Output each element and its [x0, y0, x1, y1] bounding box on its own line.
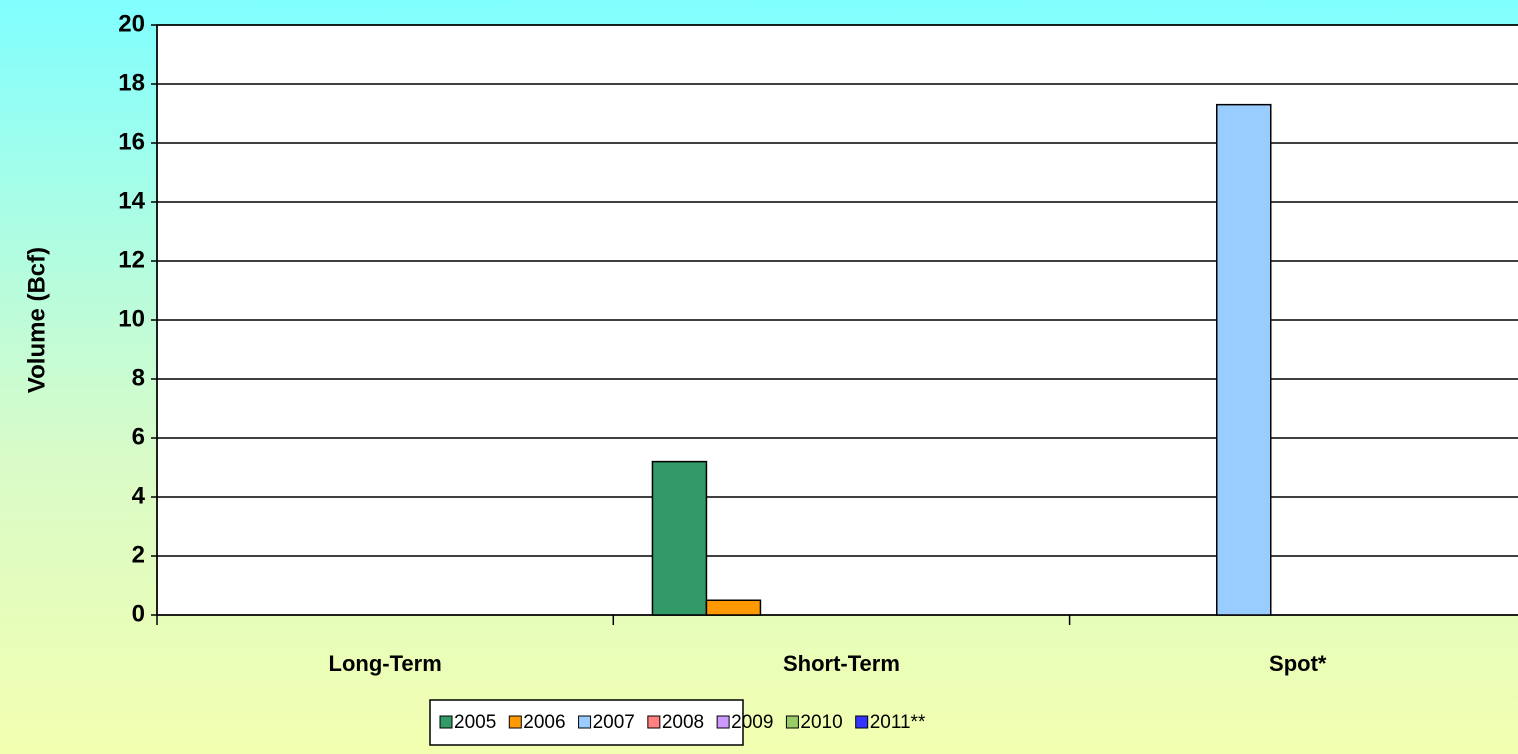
- x-tick-label: Spot*: [1269, 651, 1327, 676]
- legend-swatch: [578, 715, 592, 729]
- y-tick-label: 12: [118, 246, 145, 273]
- y-tick-label: 6: [132, 423, 145, 450]
- y-tick-label: 10: [118, 305, 145, 332]
- x-tick-label: Short-Term: [783, 651, 900, 676]
- y-tick-label: 2: [132, 541, 145, 568]
- y-tick-label: 14: [118, 187, 145, 214]
- y-tick-label: 20: [118, 10, 145, 37]
- legend-swatch: [647, 715, 661, 729]
- bar: [1216, 103, 1272, 616]
- y-tick-label: 16: [118, 128, 145, 155]
- legend-swatch: [855, 715, 869, 729]
- y-tick-label: 4: [132, 482, 146, 509]
- bar: [651, 460, 708, 616]
- legend-swatch: [439, 715, 453, 729]
- y-tick-label: 8: [132, 364, 145, 391]
- legend-label: 2010: [800, 712, 842, 733]
- x-tick-label: Long-Term: [329, 651, 442, 676]
- legend-label: 2007: [593, 712, 635, 733]
- y-axis-label: Volume (Bcf): [23, 247, 50, 393]
- y-tick-label: 0: [132, 600, 145, 627]
- bar: [705, 599, 762, 616]
- legend-swatch: [785, 715, 799, 729]
- legend-swatch: [716, 715, 730, 729]
- legend-label: 2011**: [870, 712, 926, 733]
- legend-label: 2008: [662, 712, 704, 733]
- legend-label: 2005: [454, 712, 496, 733]
- legend-swatch: [508, 715, 522, 729]
- legend-label: 2009: [731, 712, 773, 733]
- y-tick-label: 18: [118, 69, 145, 96]
- legend-label: 2006: [523, 712, 565, 733]
